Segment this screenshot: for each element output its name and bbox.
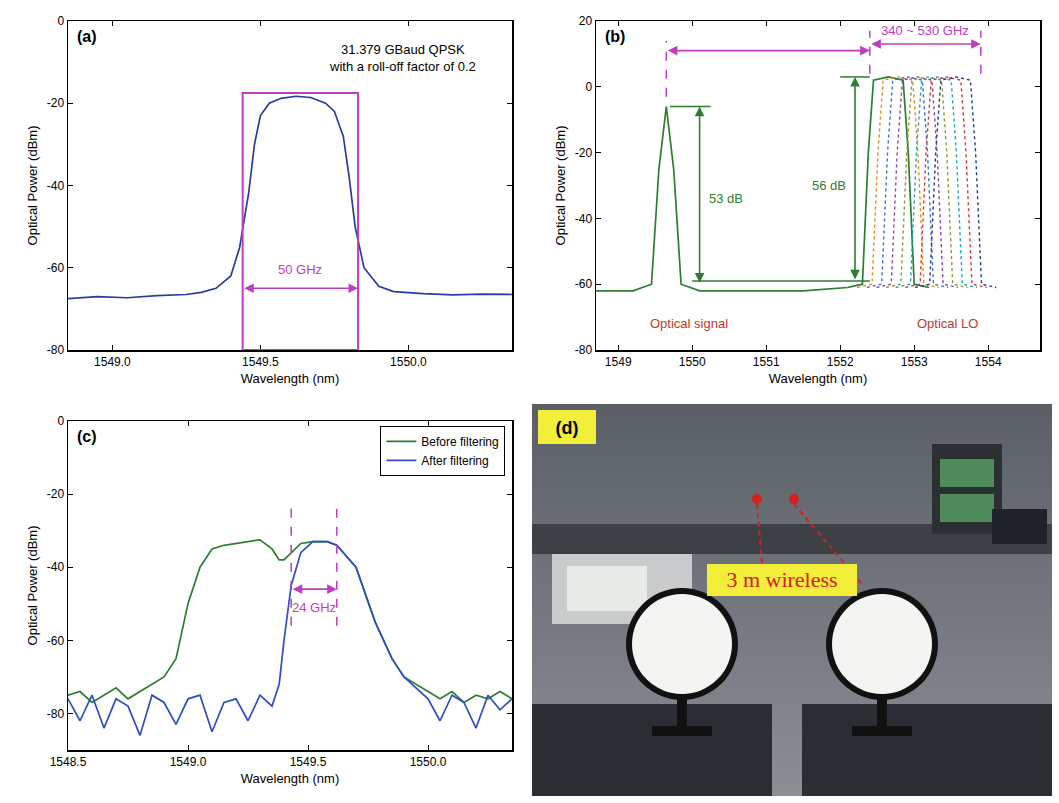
svg-text:1548.5: 1548.5 <box>50 755 87 769</box>
svg-text:-20: -20 <box>47 96 65 110</box>
svg-text:(d): (d) <box>556 418 579 438</box>
svg-text:-80: -80 <box>575 343 593 357</box>
svg-text:24 GHz: 24 GHz <box>292 600 336 615</box>
svg-text:-80: -80 <box>47 707 65 721</box>
svg-text:20: 20 <box>579 14 593 28</box>
svg-text:1550.0: 1550.0 <box>390 355 427 369</box>
svg-text:-20: -20 <box>575 146 593 160</box>
svg-text:After filtering: After filtering <box>421 454 488 468</box>
svg-text:0: 0 <box>585 80 592 94</box>
svg-text:Wavelength (nm): Wavelength (nm) <box>769 371 868 386</box>
svg-text:1553: 1553 <box>901 355 928 369</box>
svg-text:1550.0: 1550.0 <box>410 755 447 769</box>
svg-text:53 dB: 53 dB <box>709 191 743 206</box>
svg-text:3 m wireless: 3 m wireless <box>726 567 837 592</box>
svg-text:-40: -40 <box>47 179 65 193</box>
svg-text:-40: -40 <box>47 560 65 574</box>
svg-text:Before filtering: Before filtering <box>421 435 498 449</box>
svg-text:1554: 1554 <box>975 355 1002 369</box>
svg-text:1549.0: 1549.0 <box>94 355 131 369</box>
svg-text:Wavelength (nm): Wavelength (nm) <box>241 371 340 386</box>
svg-text:Optical signal: Optical signal <box>650 316 728 331</box>
svg-text:-20: -20 <box>47 487 65 501</box>
svg-text:Optical Power (dBm): Optical Power (dBm) <box>25 526 40 646</box>
svg-text:1549: 1549 <box>605 355 632 369</box>
svg-text:(a): (a) <box>77 28 97 45</box>
svg-text:0: 0 <box>57 414 64 428</box>
svg-text:-60: -60 <box>47 634 65 648</box>
svg-text:340 ~ 530 GHz: 340 ~ 530 GHz <box>881 23 969 38</box>
svg-text:-80: -80 <box>47 343 65 357</box>
svg-text:-60: -60 <box>575 277 593 291</box>
svg-text:Optical Power (dBm): Optical Power (dBm) <box>25 126 40 246</box>
svg-text:1549.0: 1549.0 <box>170 755 207 769</box>
svg-text:56 dB: 56 dB <box>812 178 846 193</box>
svg-text:1549.5: 1549.5 <box>290 755 327 769</box>
svg-text:0: 0 <box>57 14 64 28</box>
svg-text:Optical LO: Optical LO <box>917 316 978 331</box>
svg-text:1550: 1550 <box>679 355 706 369</box>
svg-text:1551: 1551 <box>753 355 780 369</box>
svg-text:-60: -60 <box>47 261 65 275</box>
svg-text:Optical Power (dBm): Optical Power (dBm) <box>553 126 568 246</box>
svg-text:(b): (b) <box>605 28 625 45</box>
svg-text:(c): (c) <box>77 428 97 445</box>
svg-text:1552: 1552 <box>827 355 854 369</box>
svg-text:1549.5: 1549.5 <box>242 355 279 369</box>
svg-text:Wavelength (nm): Wavelength (nm) <box>241 771 340 786</box>
svg-text:31.379 GBaud QPSKwith a roll-o: 31.379 GBaud QPSKwith a roll-off factor … <box>329 42 476 74</box>
svg-text:50 GHz: 50 GHz <box>278 262 322 277</box>
svg-text:-40: -40 <box>575 212 593 226</box>
